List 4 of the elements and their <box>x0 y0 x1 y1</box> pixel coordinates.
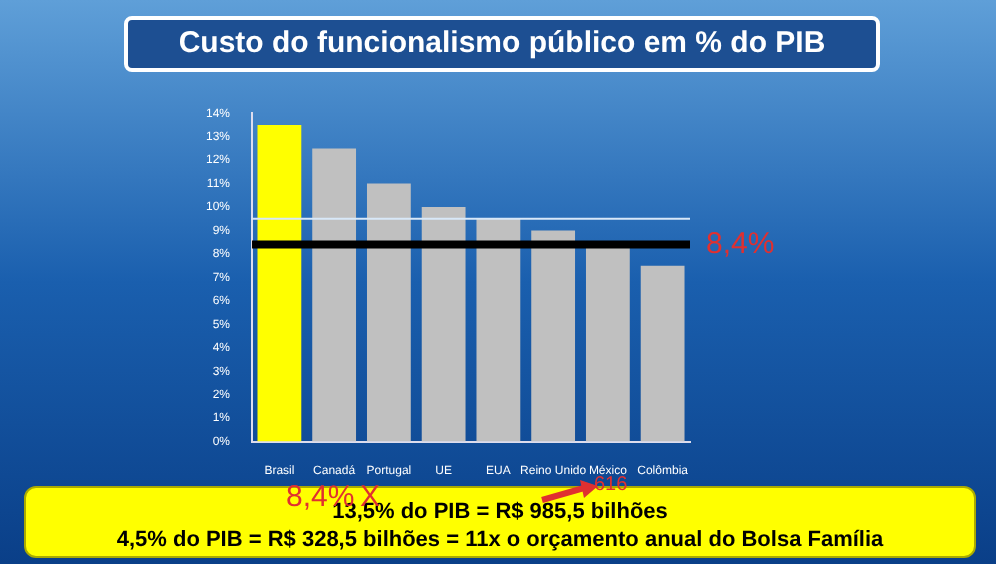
text: 616 <box>594 474 628 496</box>
chart-title: Custo do funcionalismo público em % do PIB <box>124 16 880 72</box>
text: 4,5% do PIB = R$ 328,5 bilhões = 11x o orçamento anual do Bolsa Família <box>114 528 886 552</box>
ref-line-label: 8,4% <box>706 226 775 261</box>
